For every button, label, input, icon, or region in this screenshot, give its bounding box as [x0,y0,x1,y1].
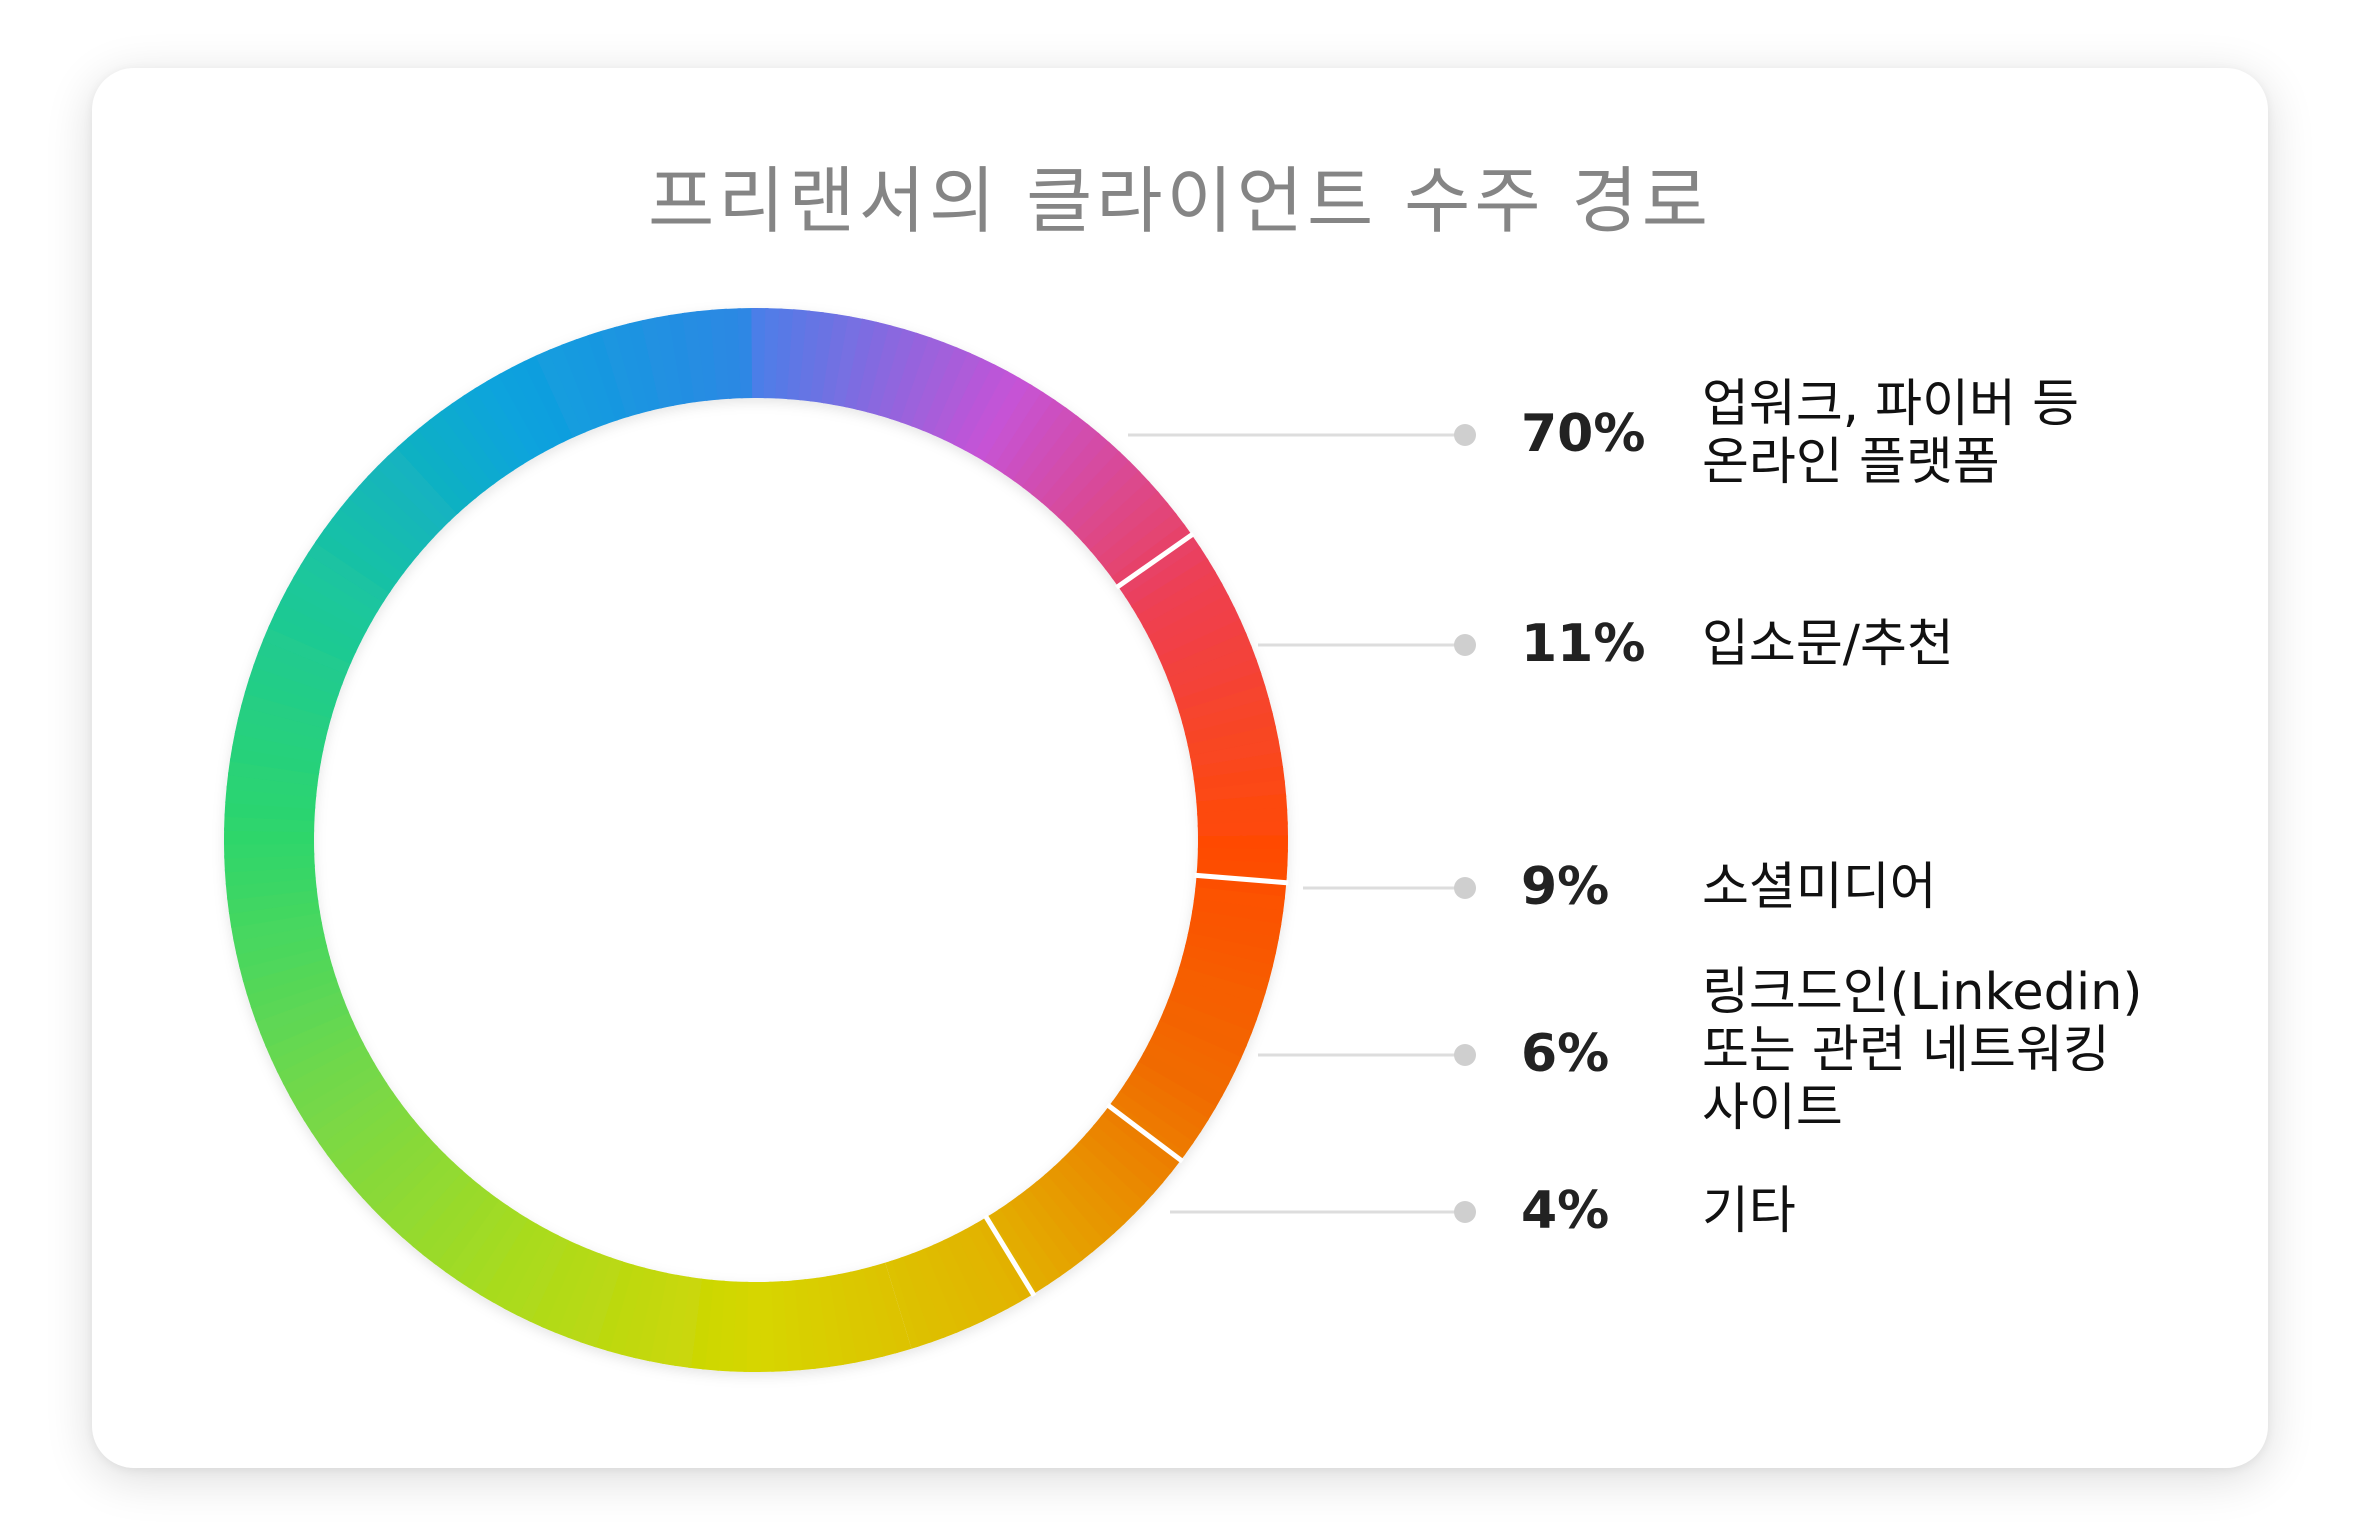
category-label: 업워크, 파이버 등 온라인 플랫폼 [1702,376,2079,492]
category-label: 소셜미디어 [1702,859,1937,917]
leader-dot [1454,877,1476,899]
donut-slice-3 [1108,875,1287,1161]
donut-slice-2 [1118,534,1288,883]
category-label-line: 또는 관련 네트워킹 [1702,1021,2110,1080]
percent-label: 4% [1521,1181,1610,1241]
leader-dot [1454,1201,1476,1223]
percent-label: 9% [1521,857,1610,917]
leader-lines [1128,424,1476,1223]
percent-label: 6% [1521,1024,1610,1084]
category-label: 링크드인(Linkedin) 또는 관련 네트워킹 사이트 [1702,964,2142,1138]
category-label: 입소문/추천 [1702,616,1954,674]
category-label-line: 입소문/추천 [1702,615,1954,674]
slice-separator [1194,872,1289,886]
category-label-line: 사이트 [1702,1079,1843,1138]
donut-slice-5 [885,1217,1034,1349]
category-label-line: 기타 [1702,1182,1796,1241]
slice-separator [1114,531,1195,590]
category-label-line: 소셜미디어 [1702,858,1937,917]
leader-dot [1454,1044,1476,1066]
leader-dot [1454,634,1476,656]
leader-dot [1454,424,1476,446]
percent-label: 11% [1521,614,1646,674]
percent-label: 70% [1521,404,1646,464]
category-label-line: 온라인 플랫폼 [1702,433,2000,492]
donut-slice-4 [986,1106,1181,1295]
chart-title: 프리랜서의 클라이언트 수주 경로 [647,159,1713,243]
slice-separator [1105,1102,1184,1164]
slice-separators [983,531,1289,1298]
category-label: 기타 [1702,1183,1796,1241]
slice-separator [983,1214,1037,1298]
category-label-line: 업워크, 파이버 등 [1702,375,2080,434]
category-label-line: 링크드인(Linkedin) [1702,963,2143,1022]
donut-ring [224,308,1288,1372]
donut-slice-1 [224,308,1192,1372]
